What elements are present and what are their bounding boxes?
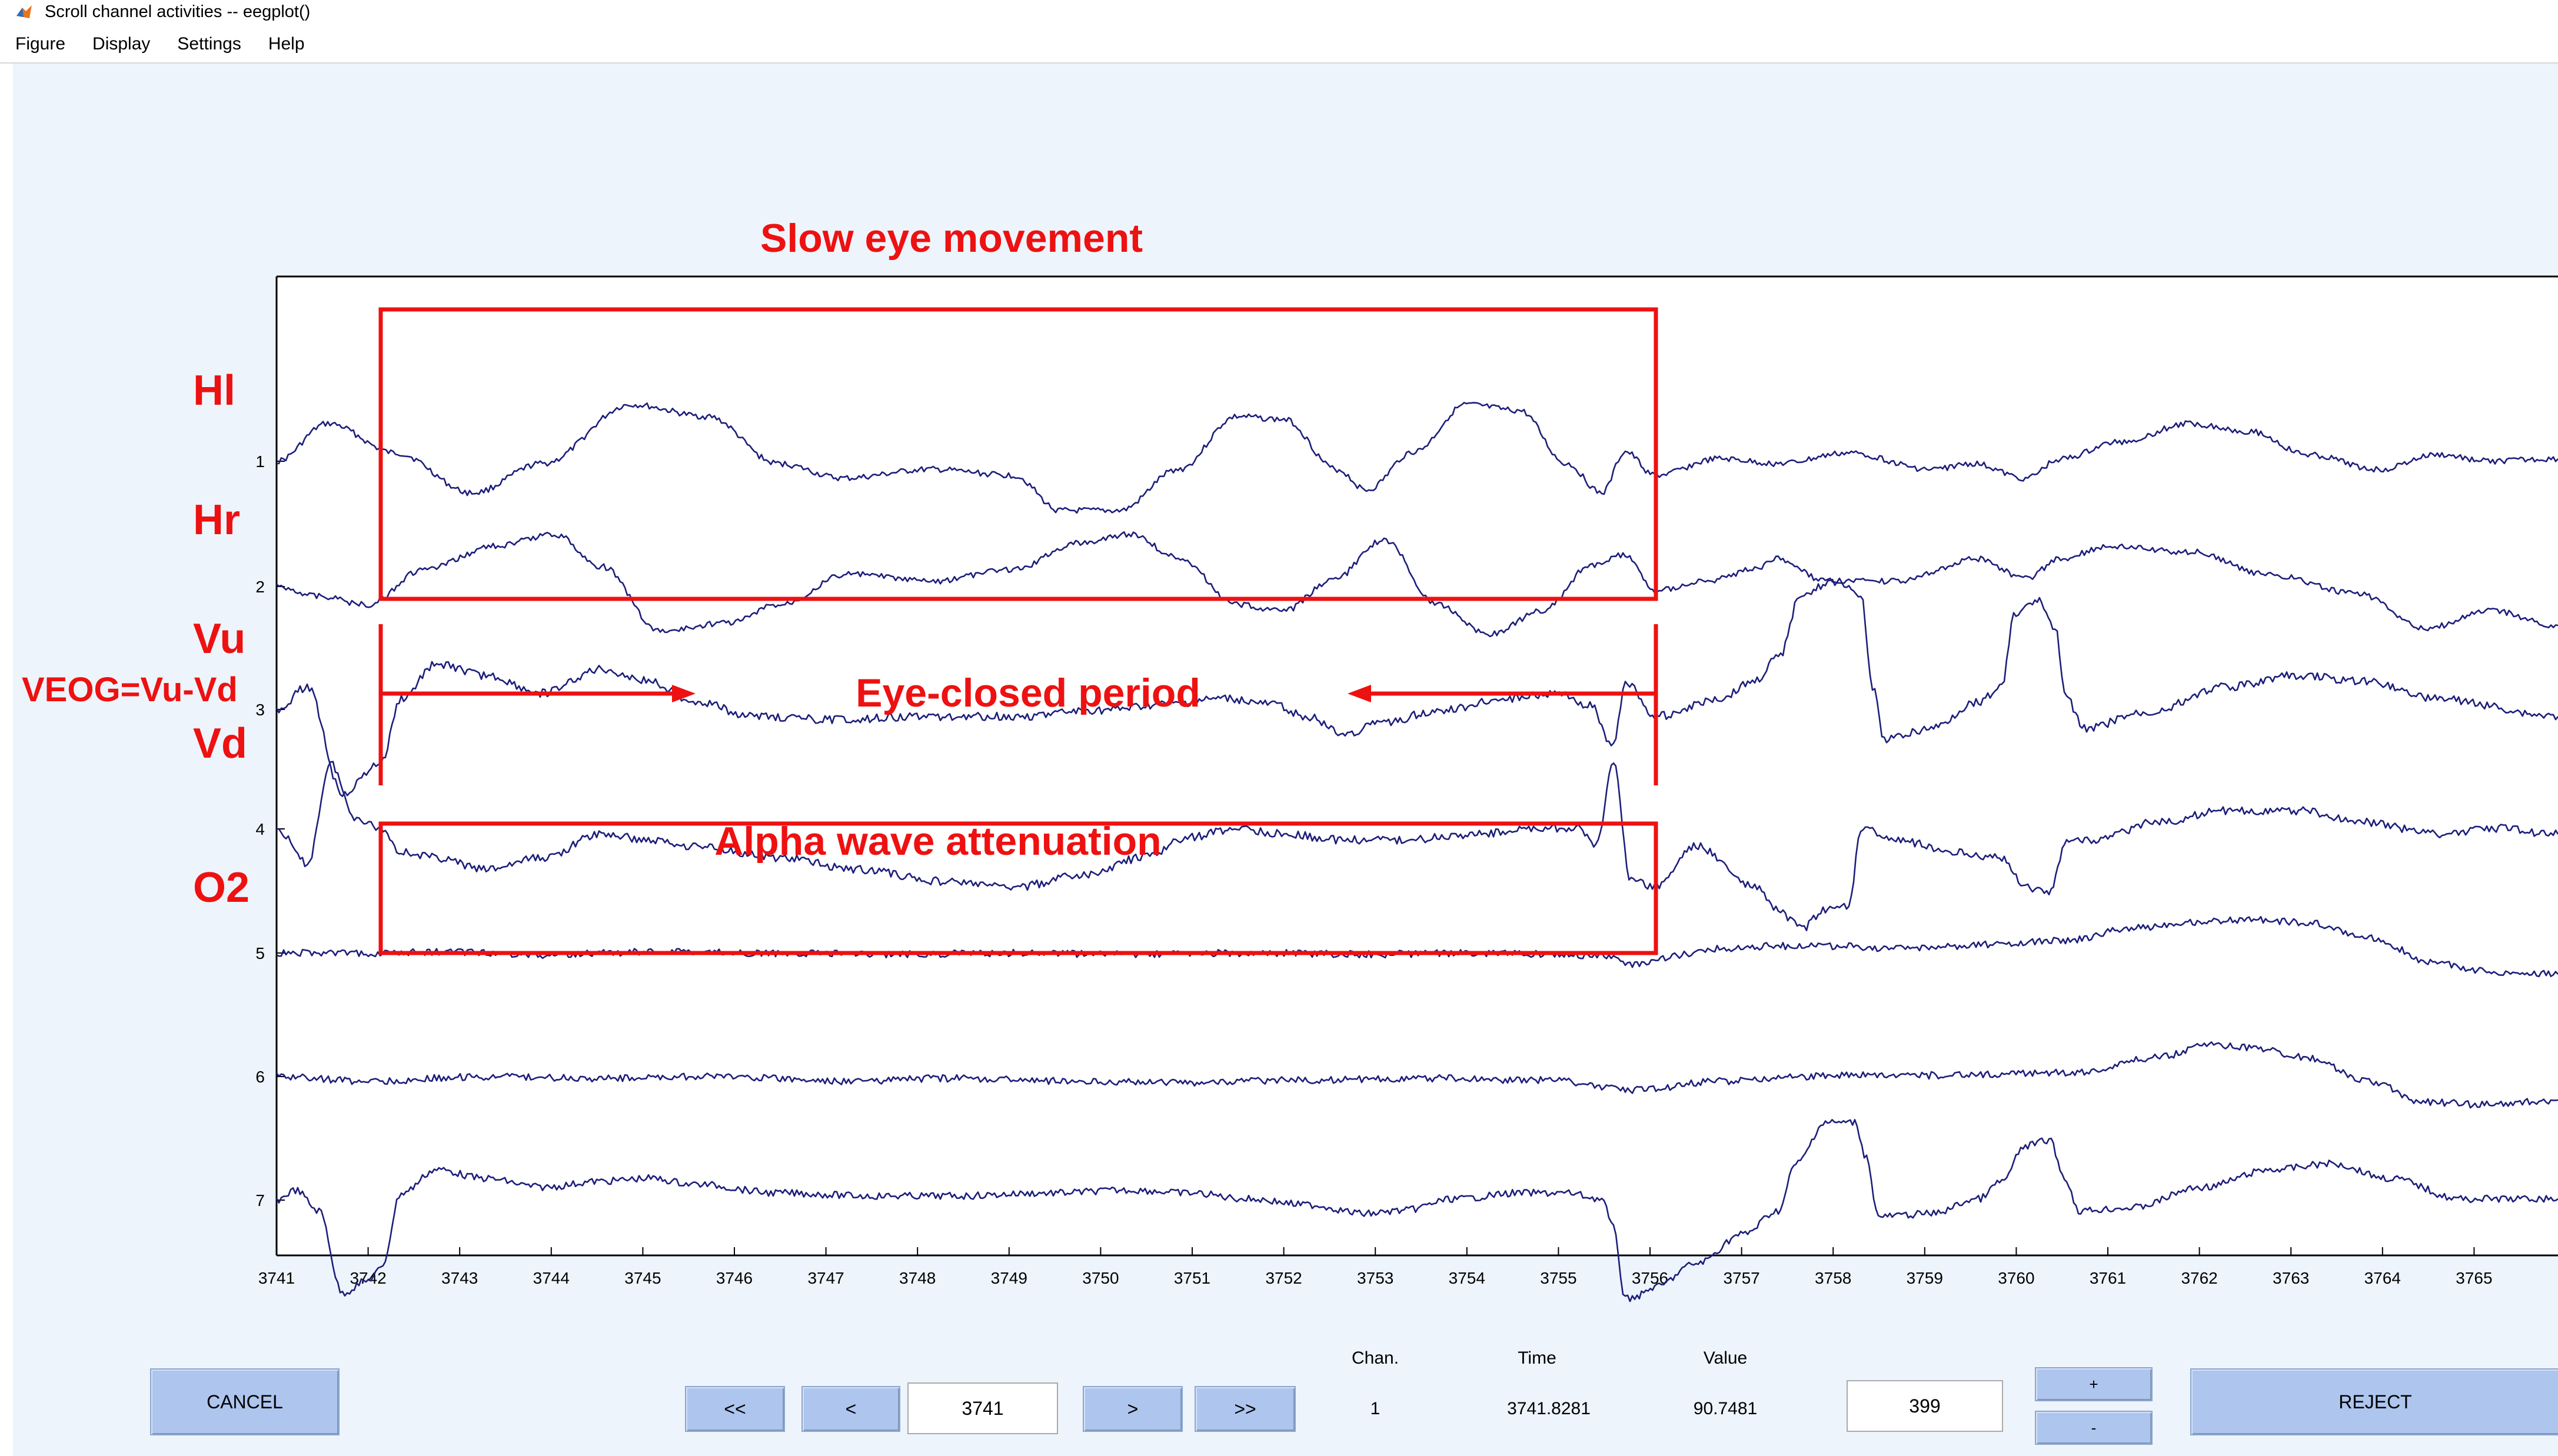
scale-minus-button[interactable]: -: [2035, 1411, 2153, 1445]
x-tick-label: 3749: [991, 1269, 1027, 1287]
next-page-button[interactable]: >>: [1195, 1386, 1296, 1432]
slow-eye-movement-label: Slow eye movement: [760, 216, 1143, 261]
eeg-trace-channel-7: [275, 1119, 2558, 1302]
matlab-icon: [16, 5, 32, 18]
x-tick-label: 3751: [1174, 1269, 1210, 1287]
x-tick-label: 3748: [899, 1269, 936, 1287]
channel-number-label: 1: [255, 452, 265, 471]
eeg-trace-channel-2: [276, 531, 2558, 638]
x-tick-label: 3745: [624, 1269, 661, 1287]
scale-plus-button[interactable]: +: [2035, 1367, 2153, 1401]
x-tick-label: 3764: [2364, 1269, 2401, 1287]
plot-axes: [275, 275, 2558, 1257]
alpha-attenuation-box: [378, 821, 1658, 955]
alpha-attenuation-label: Alpha wave attenuation: [714, 819, 1161, 864]
right-arrowhead: [1348, 685, 1371, 702]
x-tick-label: 3763: [2273, 1269, 2309, 1287]
menu-figure[interactable]: Figure: [15, 34, 66, 54]
channel-label-hr: Hr: [193, 497, 240, 544]
channel-label-o2: O2: [193, 864, 250, 911]
channel-label-vd: Vd: [193, 720, 247, 767]
x-tick-label: 3762: [2181, 1269, 2217, 1287]
x-tick-label: 3761: [2090, 1269, 2126, 1287]
scale-input[interactable]: 399: [1847, 1380, 2003, 1432]
x-tick-label: 3753: [1357, 1269, 1393, 1287]
time-header: Time: [1518, 1348, 1556, 1368]
value-value: 90.7481: [1693, 1399, 1758, 1418]
channel-number-label: 3: [255, 701, 265, 719]
channel-label-vu: Vu: [193, 615, 245, 662]
x-tick-label: 3752: [1265, 1269, 1302, 1287]
chan-value: 1: [1370, 1399, 1381, 1418]
menu-display[interactable]: Display: [92, 34, 151, 54]
slow-eye-movement-box: [378, 307, 1658, 601]
prev-button[interactable]: <: [801, 1386, 900, 1432]
menu-bar: Figure Display Settings Help: [0, 26, 2558, 64]
x-tick-label: 3750: [1082, 1269, 1119, 1287]
eye-closed-period-label: Eye-closed period: [856, 671, 1200, 715]
channel-number-label: 4: [255, 820, 265, 838]
x-tick-label: 3759: [1907, 1269, 1943, 1287]
channel-number-label: 2: [255, 578, 265, 596]
reject-button[interactable]: REJECT: [2190, 1368, 2558, 1435]
channel-number-label: 7: [255, 1191, 265, 1210]
window-title: Scroll channel activities -- eegplot(): [45, 2, 311, 21]
x-axis-ticks: 3741 3742 3743 3744 3745 3746 3747 3748 3749 3750…: [258, 1247, 2493, 1287]
x-tick-label: 3757: [1723, 1269, 1759, 1287]
channel-number-label: 6: [255, 1068, 265, 1086]
x-tick-label: 3741: [258, 1269, 295, 1287]
next-button[interactable]: >: [1083, 1386, 1183, 1432]
x-tick-label: 3744: [533, 1269, 570, 1287]
eeg-trace-channel-6: [275, 1041, 2558, 1109]
x-tick-label: 3747: [807, 1269, 844, 1287]
eeg-trace-channel-1: [277, 402, 2558, 514]
channel-label-hl: Hl: [193, 367, 235, 414]
figure-area: 3741 3742 3743 3744 3745 3746 3747 3748 3749 3750…: [13, 64, 2558, 1456]
x-tick-label: 3760: [1998, 1269, 2034, 1287]
chan-header: Chan.: [1351, 1348, 1399, 1368]
position-input[interactable]: 3741: [907, 1382, 1058, 1434]
title-bar: Scroll channel activities -- eegplot(): [0, 0, 2558, 24]
eeg-plot[interactable]: 3741 3742 3743 3744 3745 3746 3747 3748 3749 3750…: [13, 64, 2558, 1456]
annotation-layer: [378, 307, 1658, 955]
x-tick-label: 3765: [2456, 1269, 2492, 1287]
time-value: 3741.8281: [1507, 1399, 1591, 1418]
left-arrowhead: [672, 685, 696, 702]
x-tick-label: 3754: [1449, 1269, 1485, 1287]
prev-page-button[interactable]: <<: [685, 1386, 785, 1432]
x-tick-label: 3746: [716, 1269, 753, 1287]
channel-number-label: 5: [255, 944, 265, 962]
x-tick-label: 3742: [350, 1269, 386, 1287]
menu-help[interactable]: Help: [268, 34, 305, 54]
eeg-trace-channel-4: [276, 761, 2558, 931]
x-tick-label: 3755: [1540, 1269, 1576, 1287]
veog-label: VEOG=Vu-Vd: [22, 671, 238, 709]
cancel-button[interactable]: CANCEL: [150, 1368, 340, 1435]
menu-settings[interactable]: Settings: [177, 34, 241, 54]
x-tick-label: 3758: [1815, 1269, 1851, 1287]
eeg-trace-channel-3: [275, 577, 2558, 797]
value-header: Value: [1703, 1348, 1748, 1368]
x-tick-label: 3743: [441, 1269, 478, 1287]
